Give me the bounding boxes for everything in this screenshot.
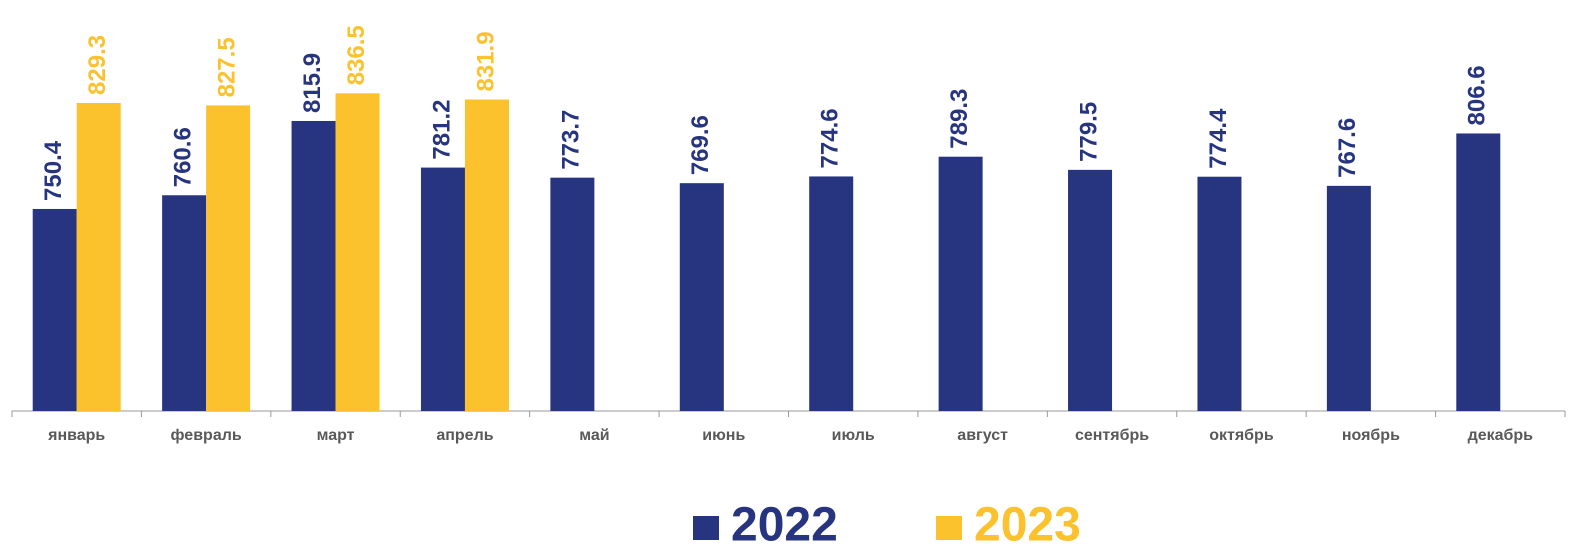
x-tick-label: июнь [702,427,745,444]
x-tick-label: август [957,427,1008,444]
x-tick-label: май [579,427,609,444]
bar [291,120,336,411]
value-label: 774.6 [817,108,844,168]
bar [32,208,77,411]
value-label: 774.4 [1205,108,1232,169]
value-label: 836.5 [343,25,370,85]
bar [76,102,121,411]
bar [162,195,207,411]
legend-label: 2022 [731,499,838,552]
bar [679,183,724,411]
bar [938,156,983,411]
value-label: 773.7 [558,110,585,170]
bar [809,176,854,411]
value-label: 781.2 [428,100,455,160]
legend-label: 2023 [974,499,1081,552]
value-label: 831.9 [472,31,499,91]
x-tick-label: сентябрь [1075,427,1149,444]
bar [335,93,380,411]
bar [1456,133,1501,411]
value-label: 827.5 [213,37,240,97]
x-tick-label: декабрь [1468,427,1534,444]
bar [464,99,509,411]
x-tick-label: ноябрь [1342,427,1400,444]
x-tick-label: июль [832,427,875,444]
value-label: 806.6 [1464,65,1491,125]
x-tick-label: апрель [436,427,493,444]
legend-swatch [693,516,719,540]
bar [1326,185,1371,411]
value-label: 829.3 [84,35,111,95]
value-label: 760.6 [169,127,196,187]
bar [1068,169,1113,411]
value-label: 779.5 [1075,102,1102,162]
value-label: 767.6 [1334,118,1361,178]
value-label: 789.3 [946,89,973,149]
bar [420,167,465,411]
x-tick-label: январь [47,427,105,444]
bar [1197,176,1242,411]
x-tick-label: март [317,427,355,444]
value-label: 750.4 [40,140,67,201]
x-tick-label: февраль [171,427,242,444]
value-label: 769.6 [687,115,714,175]
bar [206,105,251,412]
x-tick-label: октябрь [1209,427,1274,444]
value-label: 815.9 [299,53,326,113]
legend-swatch [936,516,962,540]
bar [550,177,595,411]
